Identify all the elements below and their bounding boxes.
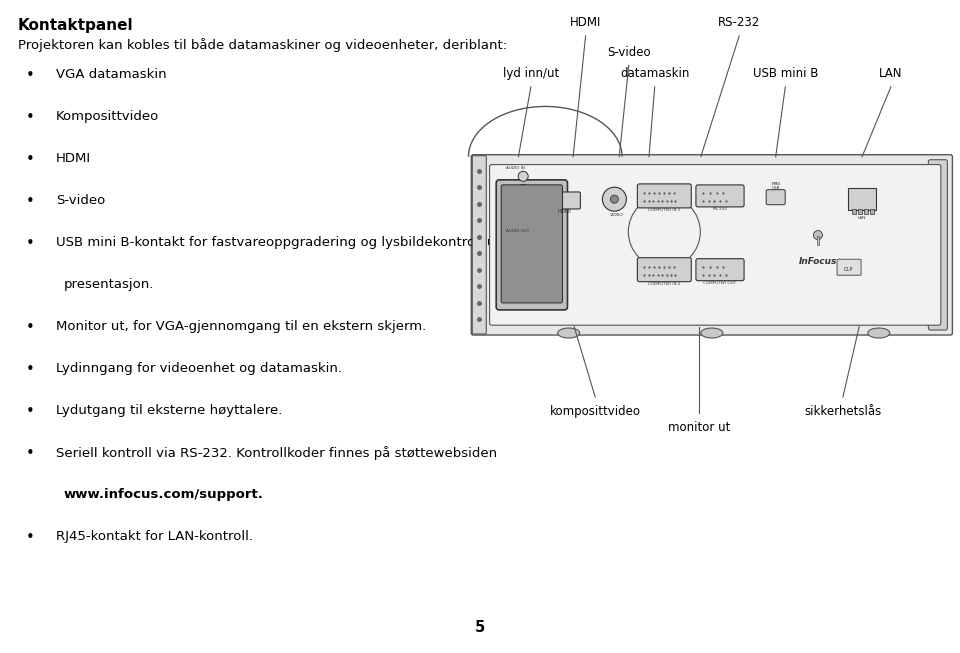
Text: Lydutgang til eksterne høyttalere.: Lydutgang til eksterne høyttalere. (56, 404, 282, 417)
Text: COMPUTER OUT: COMPUTER OUT (704, 281, 736, 285)
Bar (852, 209, 856, 214)
Text: DLP: DLP (844, 267, 853, 272)
FancyBboxPatch shape (848, 188, 876, 210)
Text: •: • (26, 194, 35, 209)
Ellipse shape (868, 328, 890, 338)
FancyBboxPatch shape (501, 185, 563, 303)
Text: datamaskin: datamaskin (620, 67, 689, 80)
Circle shape (518, 184, 528, 195)
FancyBboxPatch shape (472, 155, 487, 334)
FancyBboxPatch shape (490, 165, 941, 325)
Circle shape (603, 187, 626, 211)
Text: COMPUTER IN 2: COMPUTER IN 2 (648, 281, 681, 286)
Text: Komposittvideo: Komposittvideo (56, 110, 159, 123)
FancyBboxPatch shape (471, 155, 952, 335)
Text: RJ45-kontakt for LAN-kontroll.: RJ45-kontakt for LAN-kontroll. (56, 530, 253, 543)
Text: •: • (26, 320, 35, 335)
Text: USB mini B: USB mini B (753, 67, 818, 80)
Text: •: • (26, 152, 35, 167)
Text: AUDIO OUT: AUDIO OUT (506, 229, 529, 232)
Text: RS-232: RS-232 (718, 16, 760, 29)
Text: USB mini B-kontakt for fastvareoppgradering og lysbildekontroll under: USB mini B-kontakt for fastvareoppgrader… (56, 236, 526, 249)
Text: RS-232: RS-232 (712, 207, 728, 211)
FancyBboxPatch shape (928, 160, 948, 330)
Text: monitor ut: monitor ut (668, 421, 730, 434)
Text: www.infocus.com/support.: www.infocus.com/support. (64, 488, 264, 501)
Text: Seriell kontroll via RS-232. Kontrollkoder finnes på støttewebsiden: Seriell kontroll via RS-232. Kontrollkod… (56, 446, 497, 460)
Text: LAN: LAN (879, 67, 902, 80)
Text: VGA datamaskin: VGA datamaskin (56, 68, 167, 81)
FancyBboxPatch shape (496, 180, 567, 310)
Text: •: • (26, 68, 35, 83)
Text: COMPUTER IN 1: COMPUTER IN 1 (648, 208, 681, 212)
Bar (864, 209, 868, 214)
Text: VIDEO: VIDEO (611, 213, 624, 217)
FancyBboxPatch shape (696, 185, 744, 207)
Text: •: • (26, 362, 35, 377)
Ellipse shape (701, 328, 723, 338)
Text: Projektoren kan kobles til både datamaskiner og videoenheter, deriblant:: Projektoren kan kobles til både datamask… (18, 38, 507, 52)
FancyBboxPatch shape (637, 184, 691, 208)
Circle shape (611, 195, 618, 203)
Text: •: • (26, 530, 35, 545)
Text: •: • (26, 446, 35, 461)
Circle shape (813, 231, 823, 240)
Text: •: • (26, 110, 35, 125)
Text: InFocus: InFocus (799, 257, 837, 266)
Text: Lydinngang for videoenhet og datamaskin.: Lydinngang for videoenhet og datamaskin. (56, 362, 342, 375)
Text: presentasjon.: presentasjon. (64, 278, 155, 291)
Text: S-video: S-video (56, 194, 106, 207)
Bar (817, 236, 819, 245)
Text: MINI
USB: MINI USB (771, 182, 780, 190)
Text: HDMI: HDMI (570, 16, 601, 29)
Text: •: • (26, 236, 35, 251)
Text: LAN: LAN (858, 216, 866, 220)
Text: 5: 5 (475, 620, 485, 635)
Bar (870, 209, 874, 214)
Circle shape (518, 171, 528, 182)
FancyBboxPatch shape (696, 259, 744, 281)
FancyBboxPatch shape (548, 192, 581, 209)
Ellipse shape (558, 328, 580, 338)
Text: sikkerhetslås: sikkerhetslås (804, 405, 881, 418)
Bar (858, 209, 862, 214)
Text: HDMI: HDMI (56, 152, 91, 165)
Text: lyd inn/ut: lyd inn/ut (503, 67, 559, 80)
Text: Monitor ut, for VGA-gjennomgang til en ekstern skjerm.: Monitor ut, for VGA-gjennomgang til en e… (56, 320, 426, 333)
Text: •: • (26, 404, 35, 419)
FancyBboxPatch shape (837, 259, 861, 276)
Text: AUDIO IN: AUDIO IN (506, 166, 525, 170)
Text: S-video: S-video (607, 46, 651, 59)
Text: komposittvideo: komposittvideo (550, 405, 640, 418)
Circle shape (518, 199, 528, 209)
FancyBboxPatch shape (637, 258, 691, 281)
Text: HDMI: HDMI (558, 210, 571, 214)
FancyBboxPatch shape (766, 190, 785, 204)
Text: Kontaktpanel: Kontaktpanel (18, 18, 133, 33)
